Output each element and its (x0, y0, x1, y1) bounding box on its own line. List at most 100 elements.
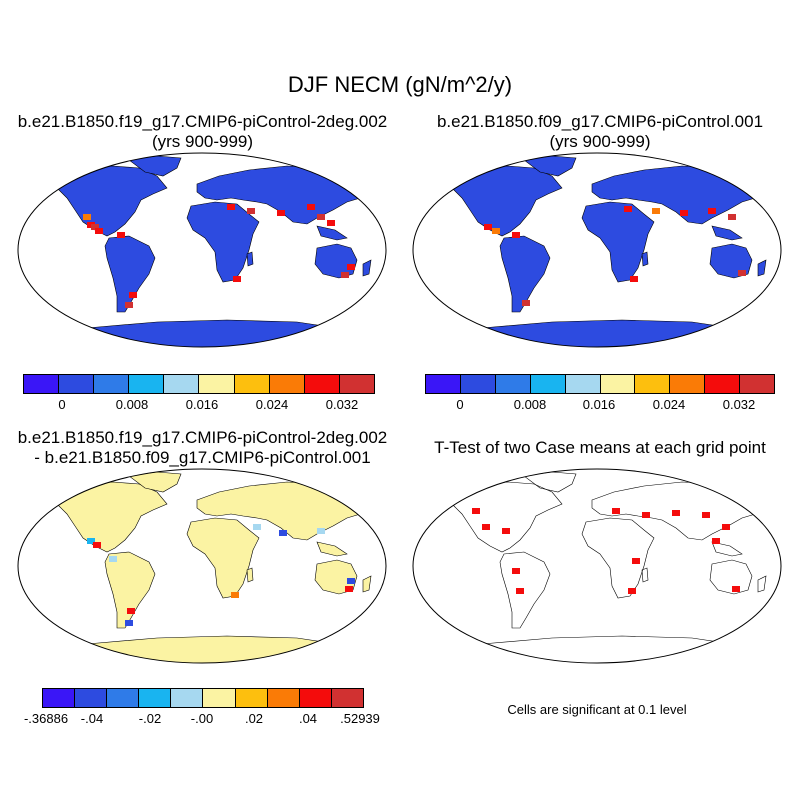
grid-cell (117, 232, 125, 238)
continent-shape (50, 481, 168, 553)
grid-cell (728, 214, 736, 220)
grid-cell (672, 510, 680, 516)
panel4-title: T-Test of two Case means at each grid po… (400, 438, 800, 458)
grid-cell (317, 214, 325, 220)
continent-shape (711, 541, 743, 557)
cb2-tick-label: 0.024 (652, 397, 686, 412)
colorbar-swatch (705, 375, 741, 393)
continent-shape (186, 201, 260, 283)
grid-cell (738, 270, 746, 276)
cb3-tick-label: -.36886 (23, 711, 69, 726)
grid-cell (91, 224, 99, 230)
panel1-title-line2: (yrs 900-999) (151, 132, 254, 151)
colorbar-swatch (565, 375, 601, 393)
continent-shape (314, 243, 358, 279)
continent-shape (757, 259, 767, 277)
grid-cell (279, 530, 287, 536)
colorbar-panel3 (42, 688, 364, 708)
continent-shape (641, 567, 649, 583)
land-layer (445, 155, 773, 347)
colorbar-swatch (171, 689, 204, 707)
significance-note: Cells are significant at 0.1 level (507, 702, 687, 717)
grid-cell (612, 508, 620, 514)
colorbar-swatch (267, 689, 300, 707)
cb3-tick-label: .04 (298, 711, 318, 726)
grid-cell (652, 208, 660, 214)
continent-shape (186, 517, 260, 599)
grid-cell (307, 204, 315, 210)
grid-cell (253, 524, 261, 530)
continent-shape (445, 481, 563, 553)
panel2-title-line1: b.e21.B1850.f09_g17.CMIP6-piControl.001 (436, 112, 764, 131)
continent-shape (104, 551, 156, 629)
grid-cell (127, 608, 135, 614)
grid-cell (680, 210, 688, 216)
continent-shape (499, 235, 551, 313)
grid-cell (347, 578, 355, 584)
panel2-title-line2: (yrs 900-999) (549, 132, 651, 151)
grid-cell (722, 524, 730, 530)
continent-shape (76, 319, 338, 347)
land-layer (50, 471, 378, 663)
colorbar-swatch (94, 375, 130, 393)
panel3-title: b.e21.B1850.f19_g17.CMIP6-piControl-2deg… (5, 428, 400, 468)
colorbar-swatch (234, 375, 270, 393)
continent-shape (445, 165, 563, 237)
colorbar-swatch (495, 375, 531, 393)
grid-cell (347, 264, 355, 270)
map-panel2 (412, 152, 782, 348)
grid-cell (630, 276, 638, 282)
continent-shape (362, 259, 372, 277)
colorbar-swatch (59, 375, 95, 393)
continent-shape (362, 575, 372, 593)
colorbar-swatch (339, 375, 374, 393)
cb2-tick-label: 0.016 (582, 397, 616, 412)
map-panel1 (17, 152, 387, 348)
difference-layer (87, 524, 355, 626)
grid-cell (522, 300, 530, 306)
grid-cell (712, 538, 720, 544)
continent-shape (246, 567, 254, 583)
colorbar-swatch (139, 689, 172, 707)
map-frame (17, 152, 387, 348)
cb3-tick-label: .52939 (340, 711, 380, 726)
grid-cell (233, 276, 241, 282)
grid-cell (277, 210, 285, 216)
cb1-tick-label: 0.008 (115, 397, 149, 412)
colorbar-swatch (299, 689, 332, 707)
continent-shape (641, 251, 649, 267)
grid-cell (642, 512, 650, 518)
colorbar-swatch (269, 375, 305, 393)
continent-shape (76, 635, 338, 663)
grid-cell (317, 528, 325, 534)
continent-shape (316, 541, 348, 557)
continent-shape (50, 165, 168, 237)
panel1-title-line1: b.e21.B1850.f19_g17.CMIP6-piControl-2deg… (17, 112, 388, 131)
colorbar-swatch (43, 689, 76, 707)
map-frame (17, 468, 387, 664)
colorbar-swatch (199, 375, 235, 393)
grid-cell (345, 586, 353, 592)
continent-shape (104, 235, 156, 313)
grid-cell (628, 588, 636, 594)
cb2-tick-label: 0 (456, 397, 464, 412)
cb3-tick-label: -.00 (190, 711, 214, 726)
grid-cell (624, 206, 632, 212)
cb1-tick-label: 0.024 (255, 397, 289, 412)
continent-shape (581, 201, 655, 283)
cb1-tick-label: 0.016 (185, 397, 219, 412)
grid-cell (327, 220, 335, 226)
colorbar-swatch (331, 689, 363, 707)
colorbar-swatch (129, 375, 165, 393)
grid-cell (472, 508, 480, 514)
colorbar-swatch (670, 375, 706, 393)
hotspot-layer (83, 204, 355, 308)
colorbar-swatch (203, 689, 236, 707)
colorbar-swatch (530, 375, 566, 393)
grid-cell (482, 524, 490, 530)
grid-cell (702, 512, 710, 518)
figure-title: DJF NECM (gN/m^2/y) (287, 72, 513, 97)
grid-cell (125, 620, 133, 626)
significance-layer (472, 508, 740, 594)
cb2-tick-label: 0.032 (722, 397, 756, 412)
